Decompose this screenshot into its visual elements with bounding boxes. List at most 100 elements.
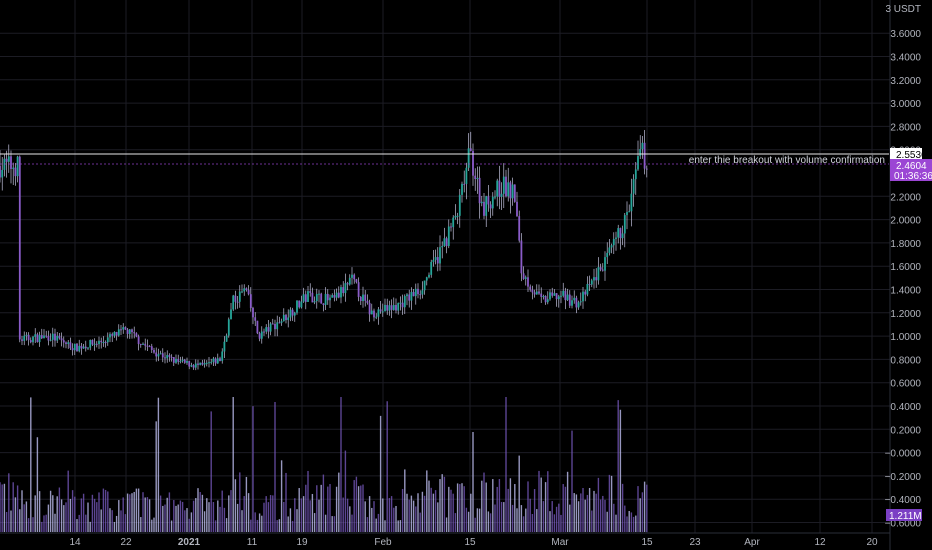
candle-body	[619, 228, 622, 239]
volume-bar	[540, 477, 542, 532]
volume-bar	[410, 495, 413, 532]
volume-bar	[45, 514, 47, 532]
volume-bar	[230, 490, 232, 532]
volume-bar	[516, 508, 518, 532]
candle-body	[524, 277, 527, 279]
candle-body	[436, 257, 439, 264]
candle-body	[423, 280, 426, 291]
candle-body	[146, 345, 149, 347]
candle-body	[258, 333, 261, 339]
candle-body	[463, 183, 466, 185]
candle-body	[181, 359, 184, 362]
candle-body	[584, 291, 587, 295]
volume-bar	[525, 508, 527, 532]
candle-body	[527, 277, 529, 287]
volume-bar	[610, 475, 613, 532]
currency-label[interactable]: 3 USDT	[885, 4, 921, 15]
candle-body	[91, 339, 94, 345]
volume-bar	[487, 511, 490, 532]
volume-bar	[175, 505, 177, 532]
volume-bar	[168, 492, 171, 532]
candle-body	[597, 267, 600, 281]
volume-bar	[430, 487, 432, 532]
candle-body	[601, 269, 604, 271]
candle-body	[296, 300, 298, 313]
volume-bar	[87, 502, 89, 532]
volume-bar	[241, 510, 243, 532]
candle-body	[485, 196, 488, 216]
volume-bar	[441, 474, 443, 532]
candle-body	[472, 150, 474, 176]
volume-bar	[507, 488, 509, 532]
volume-bar	[564, 486, 567, 532]
volume-bar	[384, 520, 386, 532]
candle-body	[76, 343, 78, 352]
candle-body	[604, 257, 606, 271]
time-scale[interactable]: 14 22 2021 11 19 Feb 15 Mar 15 23 Apr 12 20	[69, 537, 878, 548]
candle-body	[533, 292, 536, 295]
y-tick-label: 1.0000	[890, 332, 921, 343]
candle-body	[414, 288, 417, 297]
volume-bar	[566, 471, 569, 532]
candle-body	[307, 291, 309, 302]
volume-bar	[641, 492, 644, 532]
candle-body	[509, 182, 512, 199]
volume-bar	[509, 478, 512, 532]
candle-body	[117, 329, 120, 336]
candle-body	[278, 322, 281, 324]
candle-body	[27, 334, 30, 341]
volume-bar	[21, 490, 23, 532]
candle-body	[518, 216, 521, 241]
candle-body	[216, 358, 219, 364]
x-tick-label: Apr	[744, 537, 760, 548]
volume-bar	[643, 481, 646, 532]
candle-body	[34, 334, 37, 337]
candle-body	[175, 358, 177, 363]
candle-body	[498, 180, 501, 197]
candle-body	[399, 302, 402, 304]
volume-bar	[349, 506, 351, 532]
volume-bar	[375, 518, 377, 532]
candle-body	[69, 342, 72, 349]
volume-bar	[113, 521, 116, 532]
candle-body	[540, 293, 543, 297]
volume-bar	[553, 514, 556, 532]
price-scale[interactable]: 3.60003.40003.20003.00002.80002.60002.20…	[885, 29, 922, 529]
candle-body	[40, 335, 43, 339]
annotation-text[interactable]: enter thie breakout with volume confirma…	[689, 155, 885, 166]
candle-body	[397, 303, 400, 311]
candle-body	[263, 331, 265, 333]
candle-body	[575, 297, 578, 308]
volume-bar	[379, 415, 382, 532]
candle-body	[513, 184, 516, 202]
volume-bar	[551, 501, 553, 532]
volume-bar	[63, 505, 65, 532]
candle-body	[329, 297, 331, 301]
volume-bar	[377, 513, 380, 532]
candle-body	[432, 259, 435, 262]
volume-bar	[542, 501, 545, 532]
candle-body	[326, 293, 329, 301]
volume-bar	[217, 500, 219, 532]
candle-body	[333, 295, 336, 298]
volume-bar	[289, 508, 292, 532]
candle-body	[476, 177, 479, 180]
volume-bar	[311, 493, 314, 532]
volume-bar	[300, 498, 303, 532]
candle-body	[386, 304, 389, 311]
candle-body	[25, 334, 28, 336]
candle-body	[465, 167, 468, 184]
volume-bar	[599, 499, 602, 532]
candle-body	[560, 295, 562, 297]
candle-body	[520, 240, 523, 274]
volume-bar	[115, 515, 118, 532]
volume-bar	[291, 520, 294, 532]
volume-bar	[219, 506, 221, 532]
candle-body	[271, 323, 274, 325]
candle-body	[353, 274, 356, 280]
candle-body	[205, 362, 208, 364]
candle-body	[630, 193, 633, 212]
candle-body	[212, 358, 215, 362]
volume-bar	[404, 469, 406, 532]
